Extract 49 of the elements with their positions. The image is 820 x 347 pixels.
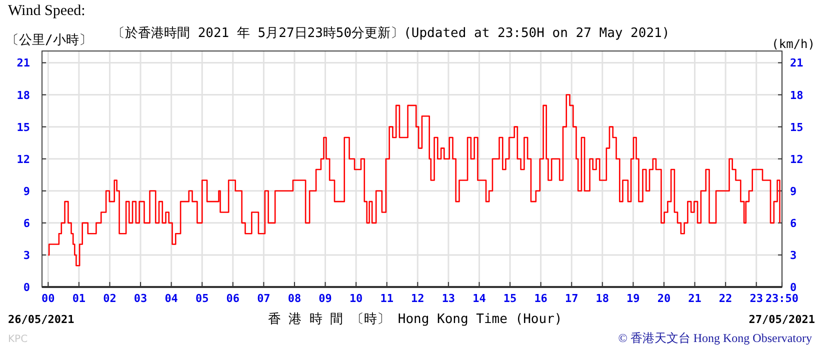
y-tick-label: 6 [23, 216, 30, 230]
y-tick-label: 21 [16, 56, 30, 70]
x-tick-label: 01 [72, 292, 86, 305]
y-tick-label: 3 [23, 248, 30, 262]
x-tick-label: 12 [411, 292, 424, 305]
x-tick-label: 00 [42, 292, 55, 305]
x-tick-label: 05 [195, 292, 209, 305]
x-tick-label: 14 [472, 292, 486, 305]
x-tick-label: 19 [626, 292, 640, 305]
y2-tick-label: 9 [790, 184, 797, 198]
x-tick-label: 20 [657, 292, 671, 305]
x-tick-label: 09 [318, 292, 332, 305]
x-tick-label: 23:50 [765, 292, 799, 305]
chart-subtitle: 〔於香港時間 2021 年 5月27日23時50分更新〕(Updated at 23:50H on 27 May 2021) [112, 26, 670, 41]
y-tick-label: 9 [23, 184, 30, 198]
x-tick-label: 17 [564, 292, 578, 305]
chart-title: Wind Speed: [8, 3, 86, 19]
x-tick-label: 07 [257, 292, 270, 305]
y2-tick-label: 12 [790, 152, 804, 166]
x-tick-label: 13 [442, 292, 456, 305]
x-tick-label: 21 [688, 292, 702, 305]
x-tick-label: 22 [718, 292, 732, 305]
y2-tick-label: 21 [790, 56, 804, 70]
x-tick-label: 03 [134, 292, 148, 305]
y2-tick-label: 18 [790, 88, 804, 102]
x-tick-label: 18 [596, 292, 610, 305]
x-tick-label: 23 [750, 292, 763, 305]
y-tick-label: 18 [16, 88, 30, 102]
y2-tick-label: 0 [790, 281, 797, 294]
text: © 香港天文台 Hong Kong Observatory [618, 331, 812, 345]
y2-axis-title: (km/h) [772, 37, 815, 51]
x-tick-label: 02 [103, 292, 116, 305]
y2-tick-label: 6 [790, 216, 797, 230]
y-axis-title: 〔公里/小時〕 [6, 33, 92, 48]
x-tick-label: 10 [349, 292, 363, 305]
y-tick-label: 0 [23, 281, 30, 294]
y-tick-label: 15 [16, 120, 30, 134]
x-tick-label: 16 [534, 292, 548, 305]
x-tick-label: 08 [288, 292, 302, 305]
x-tick-label: 15 [503, 292, 517, 305]
x-tick-label: 04 [164, 292, 178, 305]
y2-tick-label: 15 [790, 120, 804, 134]
y-tick-label: 12 [16, 152, 30, 166]
x-axis-title: 香 港 時 間 〔時〕 Hong Kong Time (Hour) [268, 312, 562, 327]
x-tick-label: 11 [380, 292, 394, 305]
text: 26/05/2021 [8, 313, 75, 326]
text: 27/05/2021 [748, 313, 816, 326]
y2-tick-label: 3 [790, 248, 797, 262]
x-tick-label: 06 [226, 292, 240, 305]
